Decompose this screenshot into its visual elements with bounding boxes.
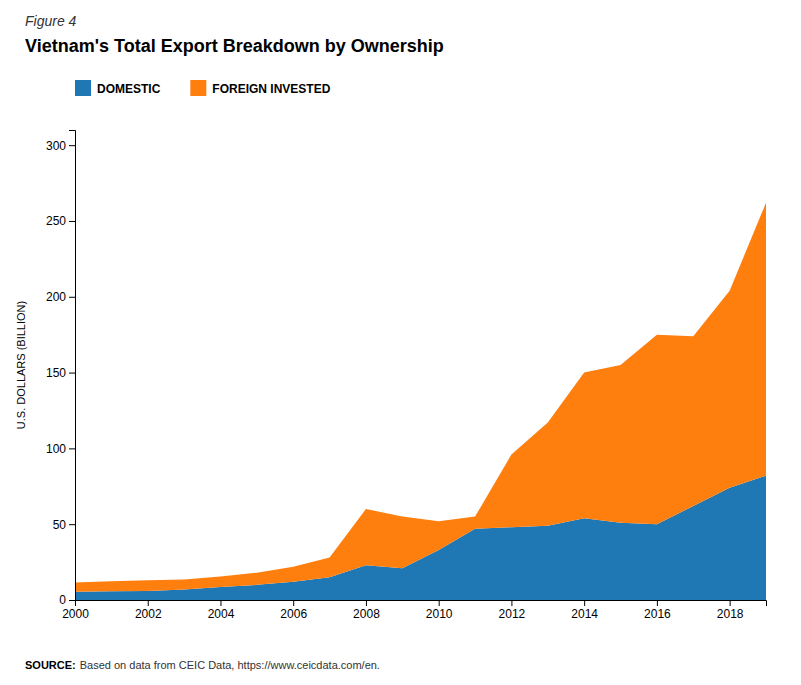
source-label: SOURCE: <box>25 659 76 671</box>
y-tick-mark <box>69 221 75 222</box>
y-tick: 100 <box>46 442 75 456</box>
legend-label: FOREIGN INVESTED <box>212 82 330 96</box>
x-tick-label: 2010 <box>426 607 453 621</box>
x-tick-mark <box>220 600 221 606</box>
x-tick: 2010 <box>426 600 453 621</box>
areas <box>75 203 766 600</box>
y-tick: 300 <box>46 139 75 153</box>
y-tick: 50 <box>53 518 75 532</box>
x-tick: 2018 <box>717 600 744 621</box>
x-tick-label: 2018 <box>717 607 744 621</box>
x-tick: 2016 <box>644 600 671 621</box>
x-tick-mark <box>730 600 731 606</box>
y-tick-label: 200 <box>46 290 66 304</box>
y-tick-mark <box>69 373 75 374</box>
y-tick: 250 <box>46 214 75 228</box>
chart: Figure 4 Vietnam's Total Export Breakdown… <box>0 0 801 685</box>
legend-swatch <box>75 80 91 96</box>
x-tick-label: 2014 <box>571 607 598 621</box>
x-axis: 2000 2002 2004 2006 2008 2010 2012 2014 2016 2018 <box>62 600 766 621</box>
x-tick-mark <box>293 600 294 606</box>
area <box>75 203 766 592</box>
plot: 2000200220042006200820102012201420162018… <box>46 131 767 621</box>
y-tick-label: 150 <box>46 366 66 380</box>
y-tick-label: 300 <box>46 139 66 153</box>
y-tick-mark <box>69 145 75 146</box>
title: Vietnam's Total Export Breakdown by Owne… <box>25 36 444 56</box>
x-tick: 2012 <box>499 600 526 621</box>
x-tick-mark <box>511 600 512 606</box>
x-tick-label: 2012 <box>499 607 526 621</box>
x-tick-label: 2008 <box>353 607 380 621</box>
y-tick-label: 0 <box>59 593 66 607</box>
x-tick-label: 2000 <box>62 607 89 621</box>
y-tick-mark <box>69 524 75 525</box>
legend-item: DOMESTIC <box>75 80 161 96</box>
x-tick-mark <box>657 600 658 606</box>
y-axis-line <box>69 131 76 601</box>
legend-label: DOMESTIC <box>97 82 161 96</box>
legend-swatch <box>190 80 206 96</box>
y-tick-label: 250 <box>46 214 66 228</box>
x-tick: 2004 <box>208 600 235 621</box>
x-tick-mark <box>366 600 367 606</box>
x-tick-mark <box>148 600 149 606</box>
y-tick-mark <box>69 600 75 601</box>
figure-label: Figure 4 <box>25 13 77 29</box>
x-tick-mark <box>439 600 440 606</box>
x-tick-mark <box>584 600 585 606</box>
y-tick: 150 <box>46 366 75 380</box>
y-axis: 0 50 100 150 200 250 300 <box>46 131 76 608</box>
y-tick-mark <box>69 297 75 298</box>
y-tick-label: 100 <box>46 442 66 456</box>
y-axis-title: U.S. DOLLARS (BILLION) <box>15 301 27 429</box>
legend: DOMESTIC FOREIGN INVESTED <box>75 80 331 96</box>
y-tick-label: 50 <box>53 518 67 532</box>
legend-item: FOREIGN INVESTED <box>190 80 330 96</box>
x-tick: 2014 <box>571 600 598 621</box>
x-tick-label: 2002 <box>135 607 162 621</box>
x-axis-line <box>76 601 767 607</box>
x-tick: 2000 <box>62 600 89 621</box>
x-tick-label: 2006 <box>280 607 307 621</box>
x-tick-label: 2016 <box>644 607 671 621</box>
source-text: Based on data from CEIC Data, https://ww… <box>80 659 380 671</box>
x-tick: 2002 <box>135 600 162 621</box>
y-tick: 0 <box>59 593 75 607</box>
y-tick-mark <box>69 448 75 449</box>
y-tick: 200 <box>46 290 75 304</box>
x-tick: 2008 <box>353 600 380 621</box>
x-tick: 2006 <box>280 600 307 621</box>
x-tick-label: 2004 <box>208 607 235 621</box>
